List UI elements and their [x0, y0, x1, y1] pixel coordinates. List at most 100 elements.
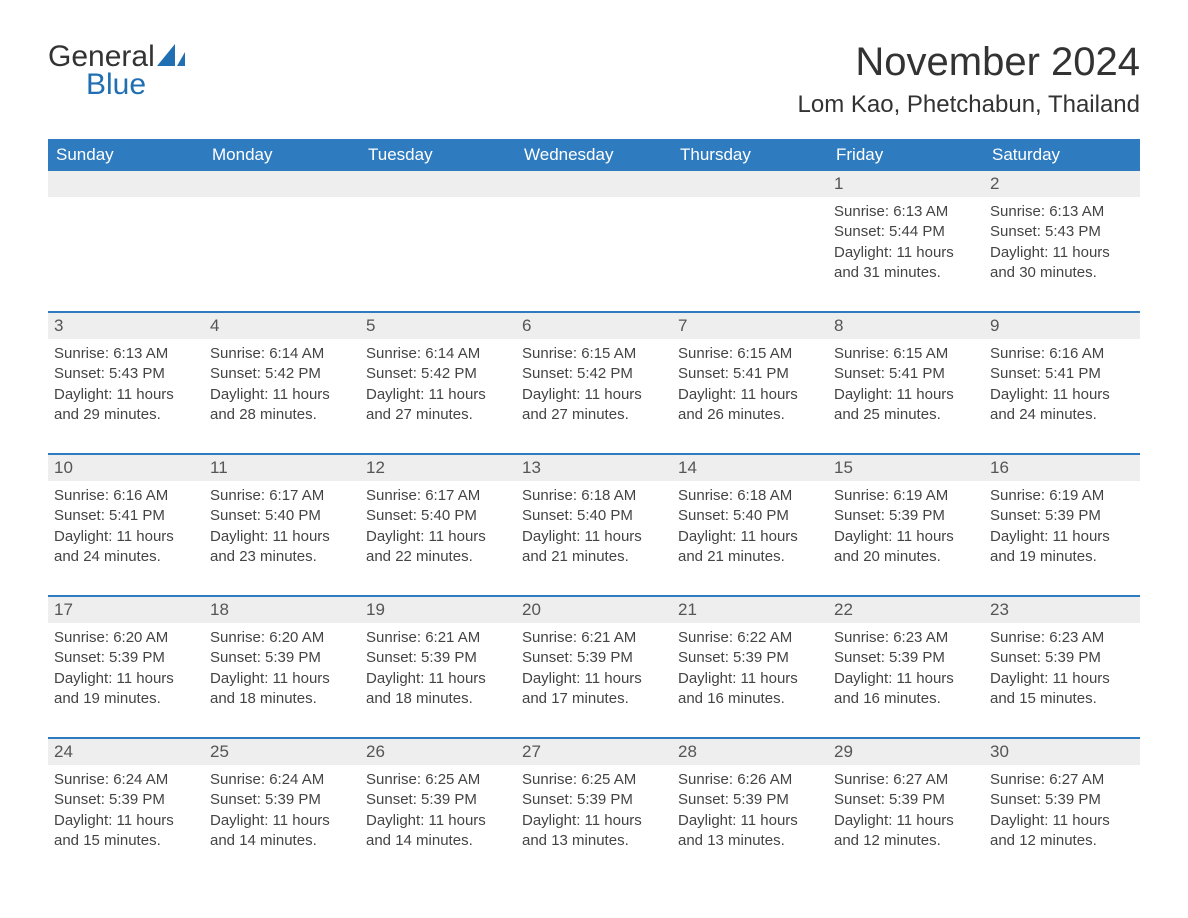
daylight-line2: and 27 minutes.: [522, 405, 666, 425]
day-details: Sunrise: 6:20 AMSunset: 5:39 PMDaylight:…: [204, 623, 360, 709]
day-cell: 12Sunrise: 6:17 AMSunset: 5:40 PMDayligh…: [360, 455, 516, 585]
day-number: 2: [984, 171, 1140, 197]
sunrise-text: Sunrise: 6:20 AM: [210, 628, 354, 648]
daylight-line1: Daylight: 11 hours: [210, 811, 354, 831]
day-details: Sunrise: 6:15 AMSunset: 5:41 PMDaylight:…: [672, 339, 828, 425]
daylight-line2: and 18 minutes.: [366, 689, 510, 709]
day-cell: 7Sunrise: 6:15 AMSunset: 5:41 PMDaylight…: [672, 313, 828, 443]
day-details: Sunrise: 6:22 AMSunset: 5:39 PMDaylight:…: [672, 623, 828, 709]
daylight-line2: and 15 minutes.: [54, 831, 198, 851]
daylight-line1: Daylight: 11 hours: [678, 385, 822, 405]
day-number: 24: [48, 739, 204, 765]
daylight-line1: Daylight: 11 hours: [990, 243, 1134, 263]
sunset-text: Sunset: 5:40 PM: [210, 506, 354, 526]
calendar: Sunday Monday Tuesday Wednesday Thursday…: [48, 139, 1140, 869]
sunset-text: Sunset: 5:42 PM: [210, 364, 354, 384]
day-number: 6: [516, 313, 672, 339]
day-cell: 5Sunrise: 6:14 AMSunset: 5:42 PMDaylight…: [360, 313, 516, 443]
day-cell: 27Sunrise: 6:25 AMSunset: 5:39 PMDayligh…: [516, 739, 672, 869]
day-cell: 4Sunrise: 6:14 AMSunset: 5:42 PMDaylight…: [204, 313, 360, 443]
sunset-text: Sunset: 5:39 PM: [366, 648, 510, 668]
sunset-text: Sunset: 5:39 PM: [54, 648, 198, 668]
daylight-line2: and 21 minutes.: [678, 547, 822, 567]
calendar-week: 17Sunrise: 6:20 AMSunset: 5:39 PMDayligh…: [48, 595, 1140, 727]
sunrise-text: Sunrise: 6:18 AM: [522, 486, 666, 506]
day-cell: 14Sunrise: 6:18 AMSunset: 5:40 PMDayligh…: [672, 455, 828, 585]
sunrise-text: Sunrise: 6:22 AM: [678, 628, 822, 648]
day-details: Sunrise: 6:16 AMSunset: 5:41 PMDaylight:…: [984, 339, 1140, 425]
day-number: 21: [672, 597, 828, 623]
day-details: Sunrise: 6:23 AMSunset: 5:39 PMDaylight:…: [984, 623, 1140, 709]
daylight-line1: Daylight: 11 hours: [366, 527, 510, 547]
day-details: Sunrise: 6:21 AMSunset: 5:39 PMDaylight:…: [516, 623, 672, 709]
sunset-text: Sunset: 5:40 PM: [678, 506, 822, 526]
day-details: Sunrise: 6:17 AMSunset: 5:40 PMDaylight:…: [204, 481, 360, 567]
sunrise-text: Sunrise: 6:27 AM: [834, 770, 978, 790]
daylight-line1: Daylight: 11 hours: [834, 669, 978, 689]
daylight-line1: Daylight: 11 hours: [210, 385, 354, 405]
day-number: [48, 171, 204, 197]
day-number: 16: [984, 455, 1140, 481]
sunset-text: Sunset: 5:39 PM: [522, 648, 666, 668]
sunset-text: Sunset: 5:42 PM: [522, 364, 666, 384]
day-number: 19: [360, 597, 516, 623]
daylight-line1: Daylight: 11 hours: [522, 811, 666, 831]
weekday-saturday: Saturday: [984, 139, 1140, 171]
sunrise-text: Sunrise: 6:25 AM: [522, 770, 666, 790]
daylight-line2: and 24 minutes.: [54, 547, 198, 567]
day-number: 30: [984, 739, 1140, 765]
day-details: Sunrise: 6:25 AMSunset: 5:39 PMDaylight:…: [516, 765, 672, 851]
day-details: Sunrise: 6:24 AMSunset: 5:39 PMDaylight:…: [204, 765, 360, 851]
sunrise-text: Sunrise: 6:27 AM: [990, 770, 1134, 790]
sunrise-text: Sunrise: 6:16 AM: [990, 344, 1134, 364]
daylight-line2: and 14 minutes.: [210, 831, 354, 851]
sunrise-text: Sunrise: 6:21 AM: [522, 628, 666, 648]
daylight-line1: Daylight: 11 hours: [678, 669, 822, 689]
day-number: 29: [828, 739, 984, 765]
daylight-line2: and 12 minutes.: [990, 831, 1134, 851]
day-details: Sunrise: 6:26 AMSunset: 5:39 PMDaylight:…: [672, 765, 828, 851]
sunrise-text: Sunrise: 6:26 AM: [678, 770, 822, 790]
weekday-tuesday: Tuesday: [360, 139, 516, 171]
day-details: Sunrise: 6:23 AMSunset: 5:39 PMDaylight:…: [828, 623, 984, 709]
day-cell: 10Sunrise: 6:16 AMSunset: 5:41 PMDayligh…: [48, 455, 204, 585]
daylight-line1: Daylight: 11 hours: [834, 243, 978, 263]
day-cell: 22Sunrise: 6:23 AMSunset: 5:39 PMDayligh…: [828, 597, 984, 727]
daylight-line2: and 24 minutes.: [990, 405, 1134, 425]
daylight-line1: Daylight: 11 hours: [522, 669, 666, 689]
sunset-text: Sunset: 5:41 PM: [990, 364, 1134, 384]
sunset-text: Sunset: 5:39 PM: [678, 790, 822, 810]
daylight-line2: and 17 minutes.: [522, 689, 666, 709]
daylight-line2: and 26 minutes.: [678, 405, 822, 425]
title-block: November 2024 Lom Kao, Phetchabun, Thail…: [798, 40, 1140, 131]
day-number: [360, 171, 516, 197]
day-details: Sunrise: 6:19 AMSunset: 5:39 PMDaylight:…: [828, 481, 984, 567]
day-number: 1: [828, 171, 984, 197]
sunset-text: Sunset: 5:39 PM: [210, 648, 354, 668]
daylight-line2: and 30 minutes.: [990, 263, 1134, 283]
day-cell: 15Sunrise: 6:19 AMSunset: 5:39 PMDayligh…: [828, 455, 984, 585]
logo-sail-icon: [157, 40, 185, 74]
weeks-container: 1Sunrise: 6:13 AMSunset: 5:44 PMDaylight…: [48, 171, 1140, 869]
weekday-wednesday: Wednesday: [516, 139, 672, 171]
day-details: Sunrise: 6:27 AMSunset: 5:39 PMDaylight:…: [828, 765, 984, 851]
daylight-line2: and 25 minutes.: [834, 405, 978, 425]
daylight-line1: Daylight: 11 hours: [990, 811, 1134, 831]
sunset-text: Sunset: 5:41 PM: [678, 364, 822, 384]
day-number: 18: [204, 597, 360, 623]
daylight-line2: and 27 minutes.: [366, 405, 510, 425]
sunset-text: Sunset: 5:43 PM: [54, 364, 198, 384]
sunset-text: Sunset: 5:39 PM: [990, 790, 1134, 810]
sunrise-text: Sunrise: 6:14 AM: [210, 344, 354, 364]
sunset-text: Sunset: 5:41 PM: [834, 364, 978, 384]
sunset-text: Sunset: 5:39 PM: [366, 790, 510, 810]
day-cell: 2Sunrise: 6:13 AMSunset: 5:43 PMDaylight…: [984, 171, 1140, 301]
day-details: Sunrise: 6:21 AMSunset: 5:39 PMDaylight:…: [360, 623, 516, 709]
daylight-line1: Daylight: 11 hours: [54, 811, 198, 831]
month-title: November 2024: [798, 40, 1140, 85]
daylight-line1: Daylight: 11 hours: [210, 669, 354, 689]
daylight-line1: Daylight: 11 hours: [522, 527, 666, 547]
sunrise-text: Sunrise: 6:13 AM: [990, 202, 1134, 222]
day-cell: [516, 171, 672, 301]
sunrise-text: Sunrise: 6:24 AM: [210, 770, 354, 790]
